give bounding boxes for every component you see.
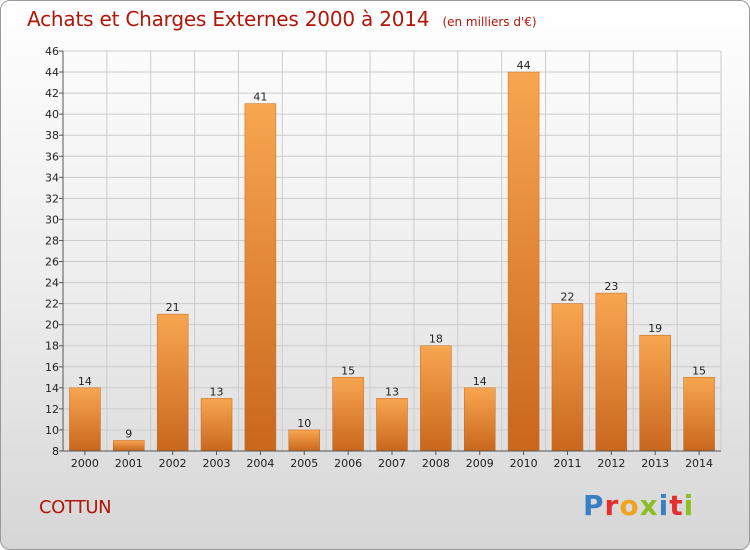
y-tick-label: 36: [45, 150, 59, 163]
logo-letter: i: [683, 489, 695, 522]
bar: [376, 398, 408, 452]
x-tick-label: 2013: [641, 457, 669, 470]
logo-letter: i: [658, 489, 670, 522]
data-label: 21: [166, 301, 180, 314]
x-tick-label: 2000: [71, 457, 99, 470]
y-tick-label: 20: [45, 319, 59, 332]
y-tick-label: 44: [45, 66, 59, 79]
data-label: 9: [125, 427, 132, 440]
y-tick-label: 30: [45, 213, 59, 226]
y-tick-label: 38: [45, 129, 59, 142]
data-label: 44: [517, 59, 531, 72]
logo-letter: x: [639, 489, 659, 522]
title-row: Achats et Charges Externes 2000 à 2014 (…: [27, 7, 537, 31]
data-label: 15: [341, 364, 355, 377]
logo-letter: P: [583, 489, 605, 522]
data-label: 23: [604, 280, 618, 293]
place-name: COTTUN: [39, 497, 112, 518]
data-label: 14: [78, 375, 92, 388]
data-label: 18: [429, 333, 443, 346]
proxiti-logo[interactable]: Proxiti: [583, 489, 694, 522]
y-tick-label: 40: [45, 108, 59, 121]
chart-subtitle: (en milliers d'€): [442, 15, 537, 29]
x-tick-label: 2014: [685, 457, 713, 470]
y-tick-label: 24: [45, 277, 59, 290]
x-tick-label: 2011: [553, 457, 581, 470]
logo-letter: t: [669, 489, 684, 522]
y-tick-label: 22: [45, 298, 59, 311]
data-label: 13: [210, 385, 224, 398]
data-label: 10: [297, 417, 311, 430]
y-tick-label: 28: [45, 234, 59, 247]
bar: [200, 398, 233, 452]
bar: [551, 303, 584, 452]
x-tick-label: 2006: [334, 457, 362, 470]
y-tick-label: 18: [45, 340, 59, 353]
data-label: 14: [473, 375, 487, 388]
x-tick-label: 2008: [422, 457, 450, 470]
x-tick-label: 2002: [159, 457, 187, 470]
bar: [507, 71, 540, 452]
bar: [595, 292, 628, 452]
x-tick-label: 2003: [203, 457, 231, 470]
bar: [156, 313, 189, 452]
y-tick-label: 8: [52, 445, 59, 458]
y-tick-label: 32: [45, 192, 59, 205]
y-tick-label: 34: [45, 171, 59, 184]
y-tick-label: 42: [45, 87, 59, 100]
bar: [288, 429, 321, 452]
x-tick-label: 2004: [246, 457, 274, 470]
bar: [639, 334, 671, 452]
logo-letter: r: [604, 489, 620, 522]
x-tick-label: 2012: [597, 457, 625, 470]
y-tick-label: 14: [45, 382, 59, 395]
chart-title: Achats et Charges Externes 2000 à 2014: [27, 7, 430, 31]
x-tick-label: 2005: [290, 457, 318, 470]
y-tick-label: 16: [45, 361, 59, 374]
logo-letter: o: [619, 489, 640, 522]
bar: [113, 440, 145, 452]
data-label: 13: [385, 385, 399, 398]
data-label: 22: [560, 291, 574, 304]
x-tick-label: 2001: [115, 457, 143, 470]
bar: [420, 345, 452, 452]
y-tick-label: 26: [45, 256, 59, 269]
bar: [69, 387, 101, 452]
data-label: 19: [648, 322, 662, 335]
x-tick-label: 2007: [378, 457, 406, 470]
data-label: 15: [692, 364, 706, 377]
bar: [332, 377, 364, 452]
data-label: 41: [253, 91, 267, 104]
x-tick-label: 2010: [510, 457, 538, 470]
y-tick-label: 12: [45, 403, 59, 416]
bar: [683, 377, 715, 452]
y-tick-label: 10: [45, 424, 59, 437]
x-tick-label: 2009: [466, 457, 494, 470]
bar: [244, 103, 277, 452]
bar: [463, 387, 496, 452]
y-tick-label: 46: [45, 45, 59, 58]
